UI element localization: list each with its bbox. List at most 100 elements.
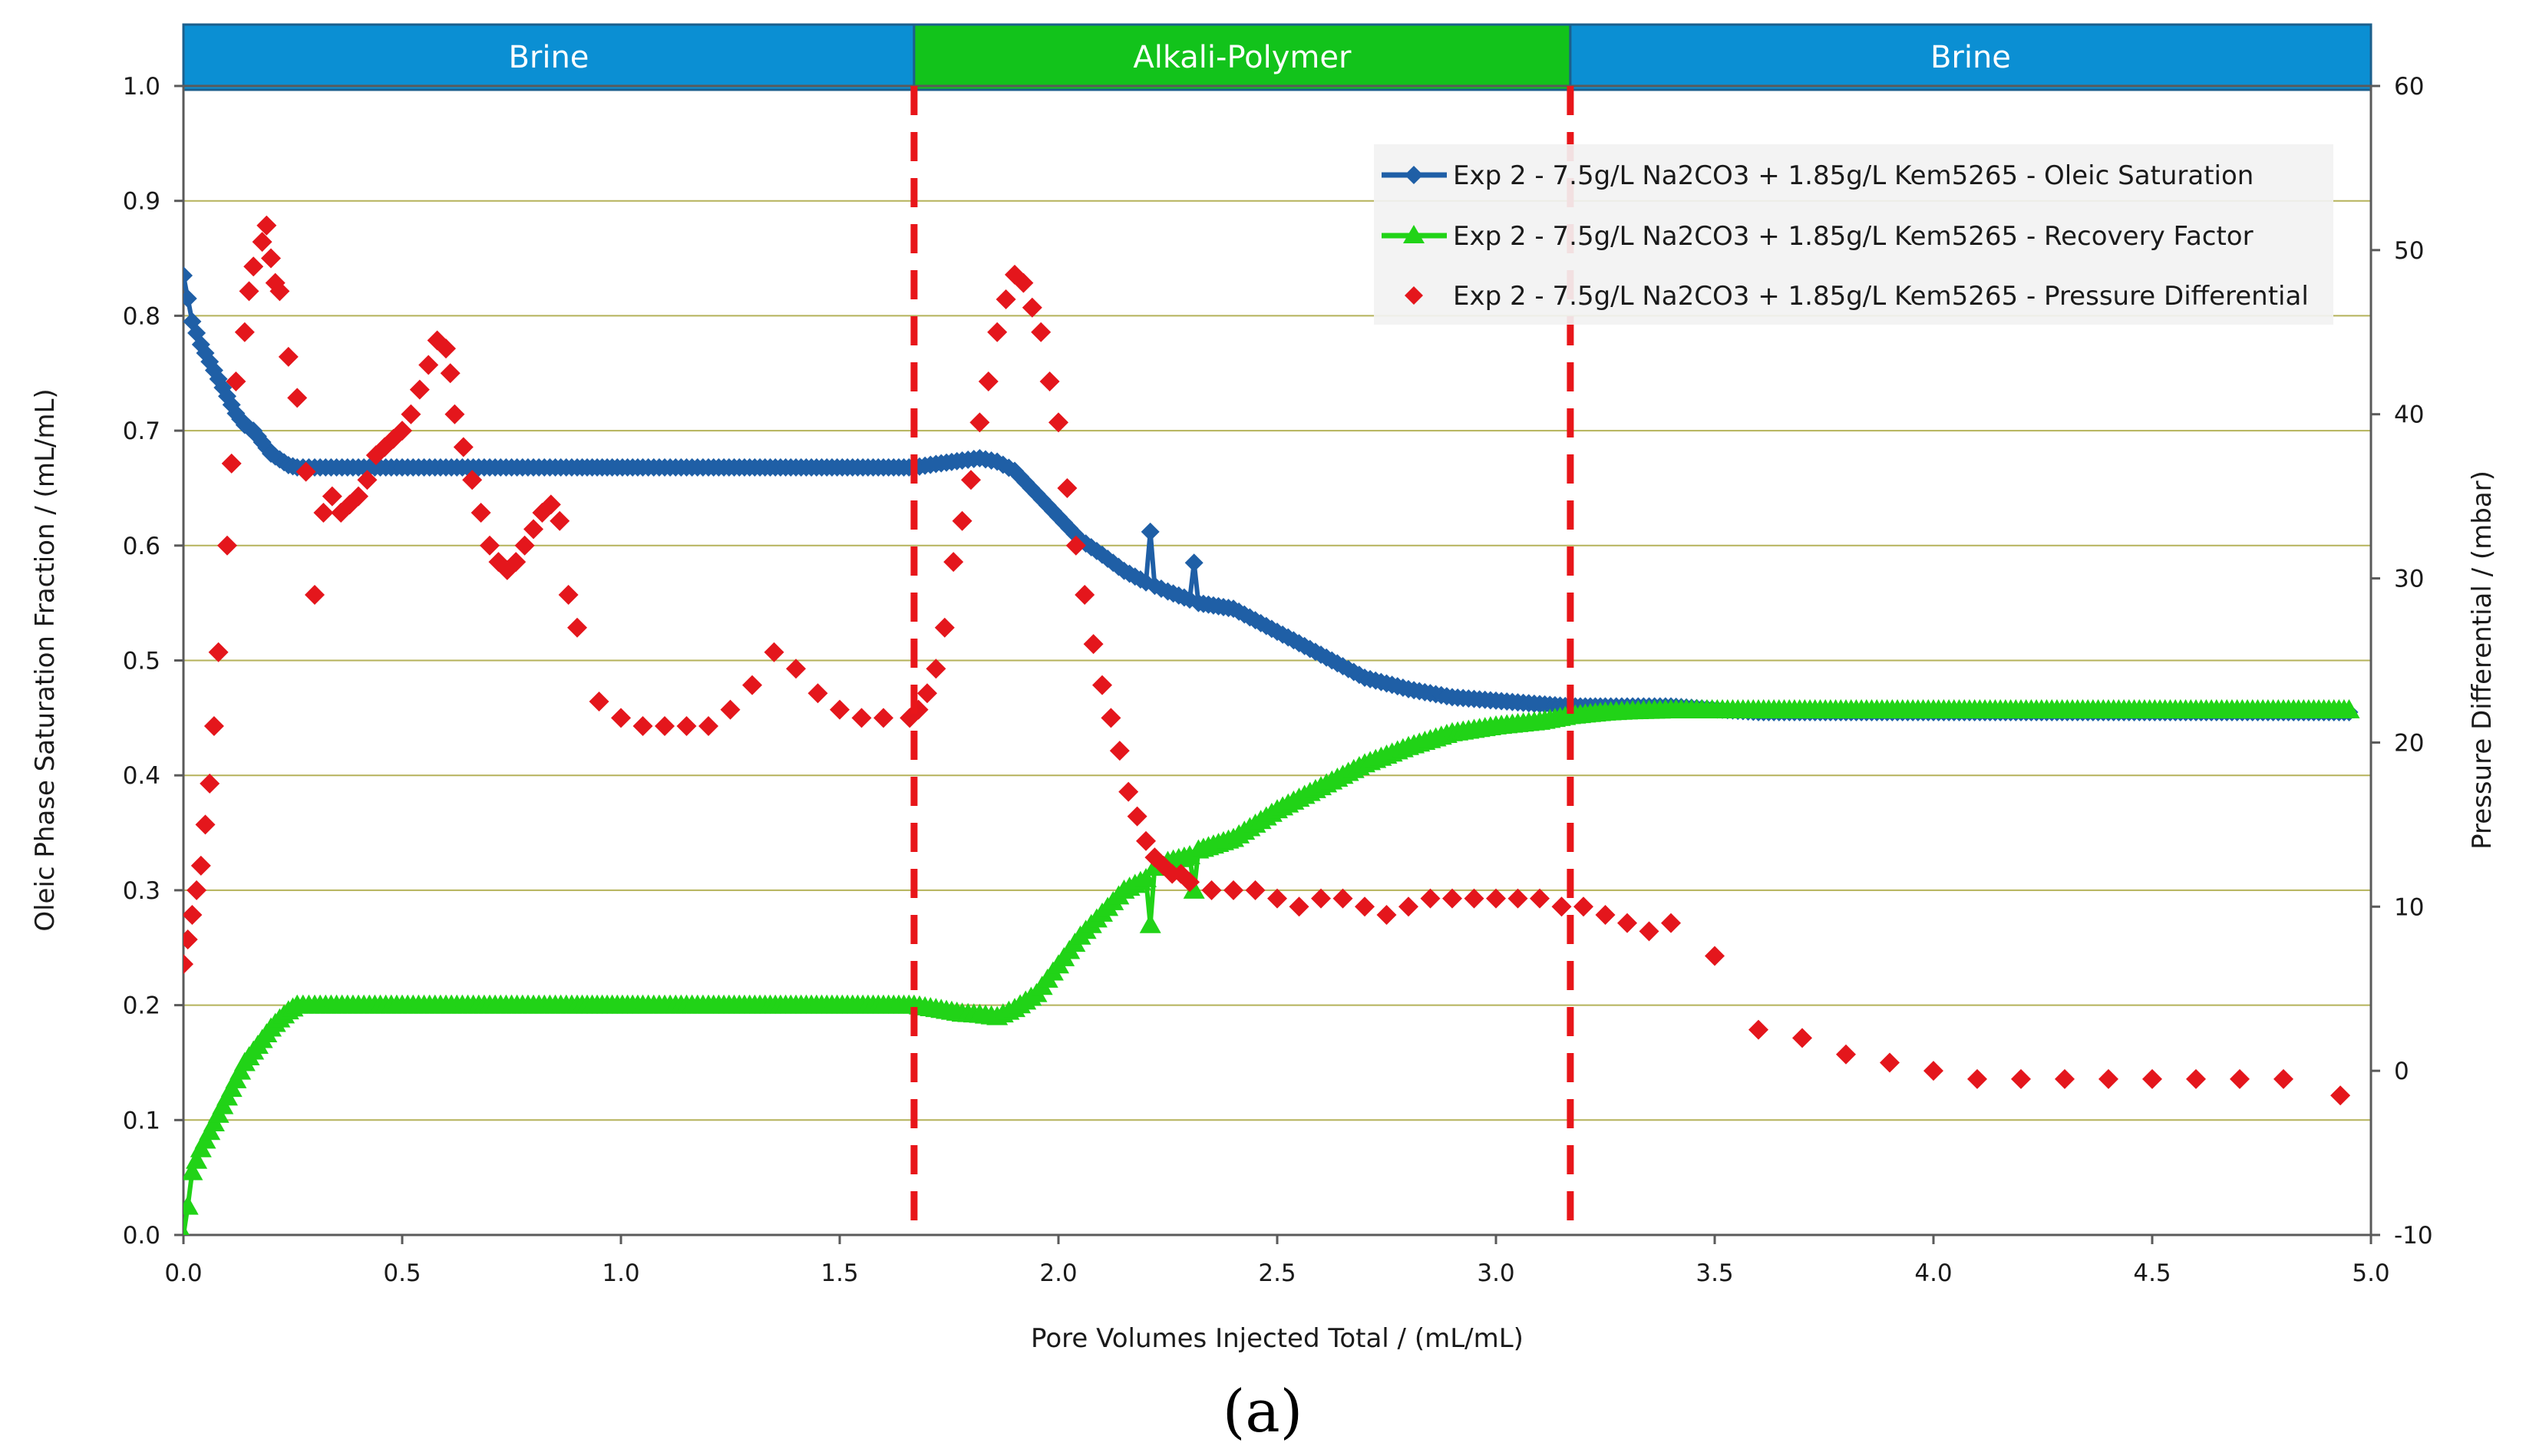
- pressure-point: [453, 437, 474, 457]
- pressure-point: [1048, 412, 1068, 433]
- legend-entry-recovery: Exp 2 - 7.5g/L Na2CO3 + 1.85g/L Kem5265 …: [1382, 221, 2254, 252]
- pressure-point: [698, 716, 718, 737]
- pressure-point: [523, 519, 543, 540]
- y-right-tick-label-2: 10: [2394, 893, 2424, 921]
- pressure-point: [221, 453, 242, 474]
- x-tick-label-3: 1.5: [821, 1260, 858, 1287]
- x-tick-label-8: 4.0: [1914, 1260, 1952, 1287]
- pressure-point: [183, 904, 203, 925]
- pressure-point: [567, 617, 587, 638]
- y-left-tick-label-8: 0.8: [123, 302, 160, 330]
- pressure-point: [786, 659, 806, 679]
- legend-entry-oleic: Exp 2 - 7.5g/L Na2CO3 + 1.85g/L Kem5265 …: [1382, 160, 2254, 191]
- y-left-tick-label-0: 0.0: [123, 1222, 160, 1250]
- pressure-point: [917, 683, 937, 704]
- pressure-point: [987, 322, 1008, 342]
- pressure-point: [1075, 584, 1095, 605]
- pressure-point: [1223, 880, 1243, 900]
- pressure-point: [830, 699, 850, 720]
- pressure-point: [183, 954, 193, 975]
- pressure-point: [418, 355, 439, 375]
- pressure-point: [1486, 888, 1506, 909]
- pressure-point: [1092, 675, 1112, 695]
- pressure-point: [1967, 1068, 1987, 1089]
- pressure-point: [269, 281, 290, 302]
- pressure-point: [1180, 872, 1200, 893]
- pressure-point: [996, 289, 1016, 310]
- recovery-point: [183, 1224, 190, 1235]
- phase-bars: Brine Alkali-Polymer Brine: [182, 23, 2372, 91]
- pressure-point: [1022, 297, 1042, 318]
- pressure-point: [1573, 896, 1593, 917]
- y-left-tick-label-1: 0.1: [123, 1107, 160, 1134]
- y-right-tick-label-7: 60: [2394, 73, 2424, 101]
- pressure-point: [1442, 888, 1462, 909]
- pressure-point: [1792, 1028, 1812, 1048]
- plot-area: [183, 215, 2360, 1235]
- phase-bar-2: [1569, 23, 2372, 91]
- pressure-point: [252, 232, 272, 253]
- pressure-point: [1245, 880, 1266, 900]
- phase-label-0: Brine: [508, 40, 589, 75]
- phase-label-2: Brine: [1930, 40, 2011, 75]
- y-left-tick-label-7: 0.7: [123, 418, 160, 445]
- pressure-point: [1376, 904, 1397, 925]
- recovery-point: [1135, 867, 1157, 887]
- oleic-point: [213, 378, 233, 397]
- pressure-point: [226, 371, 246, 391]
- recovery-point: [2338, 698, 2360, 718]
- x-tick-label-10: 5.0: [2352, 1260, 2389, 1287]
- pressure-point: [1923, 1061, 1943, 1081]
- pressure-point: [2273, 1068, 2293, 1089]
- pressure-point: [1118, 781, 1139, 802]
- figure-caption: (a): [1223, 1377, 1303, 1445]
- pressure-point: [1065, 535, 1086, 556]
- pressure-point: [851, 708, 872, 728]
- pressure-point: [1109, 741, 1130, 761]
- pressure-point: [742, 675, 762, 695]
- y-right-tick-labels: -10 0 10 20 30 40 50 60: [2371, 73, 2433, 1250]
- pressure-point: [2142, 1068, 2162, 1089]
- pressure-point: [540, 494, 561, 515]
- pressure-point: [200, 773, 220, 794]
- pressure-point: [444, 404, 465, 424]
- y-right-tick-label-1: 0: [2394, 1058, 2409, 1085]
- pressure-point: [873, 708, 893, 728]
- y-left-tick-label-4: 0.4: [123, 762, 160, 790]
- pressure-point: [1267, 888, 1287, 909]
- pressure-point: [348, 486, 368, 507]
- y-left-tick-label-3: 0.3: [123, 877, 160, 905]
- pressure-point: [217, 535, 237, 556]
- legend-label-oleic: Exp 2 - 7.5g/L Na2CO3 + 1.85g/L Kem5265 …: [1453, 160, 2254, 191]
- pressure-point: [969, 412, 990, 433]
- y-left-tick-label-5: 0.5: [123, 648, 160, 675]
- legend-box: [1374, 144, 2333, 325]
- y-right-tick-label-6: 50: [2394, 237, 2424, 265]
- pressure-point: [1705, 946, 1725, 966]
- pressure-point: [1083, 634, 1104, 655]
- legend-marker-triangle-green: [1403, 225, 1425, 243]
- pressure-point: [462, 470, 483, 490]
- legend-entry-pressure: Exp 2 - 7.5g/L Na2CO3 + 1.85g/L Kem5265 …: [1405, 281, 2309, 312]
- legend-marker-diamond-red: [1405, 286, 1423, 305]
- pressure-point: [1398, 896, 1418, 917]
- pressure-point: [589, 691, 609, 711]
- y-left-tick-labels: 0.0 0.1 0.2 0.3 0.4 0.5 0.6 0.7 0.8 0.9 1.0: [123, 73, 183, 1250]
- legend: Exp 2 - 7.5g/L Na2CO3 + 1.85g/L Kem5265 …: [1374, 144, 2333, 325]
- oleic-point: [1184, 553, 1204, 573]
- pressure-point: [392, 421, 412, 441]
- pressure-point: [243, 256, 264, 277]
- y-right-tick-label-4: 30: [2394, 566, 2424, 593]
- series-pressure-differential: [183, 215, 2351, 1106]
- pressure-point: [1013, 272, 1034, 293]
- y-left-axis-title: Oleic Phase Saturation Fraction / (mL/mL…: [30, 388, 61, 931]
- pressure-point: [1039, 371, 1060, 391]
- pressure-point: [2011, 1068, 2031, 1089]
- pressure-point: [234, 322, 255, 342]
- pressure-point: [1057, 477, 1078, 498]
- x-tick-label-4: 2.0: [1039, 1260, 1077, 1287]
- pressure-point: [440, 363, 461, 384]
- gridlines: [183, 85, 2371, 1121]
- pressure-point: [2330, 1085, 2351, 1106]
- pressure-point: [305, 584, 325, 605]
